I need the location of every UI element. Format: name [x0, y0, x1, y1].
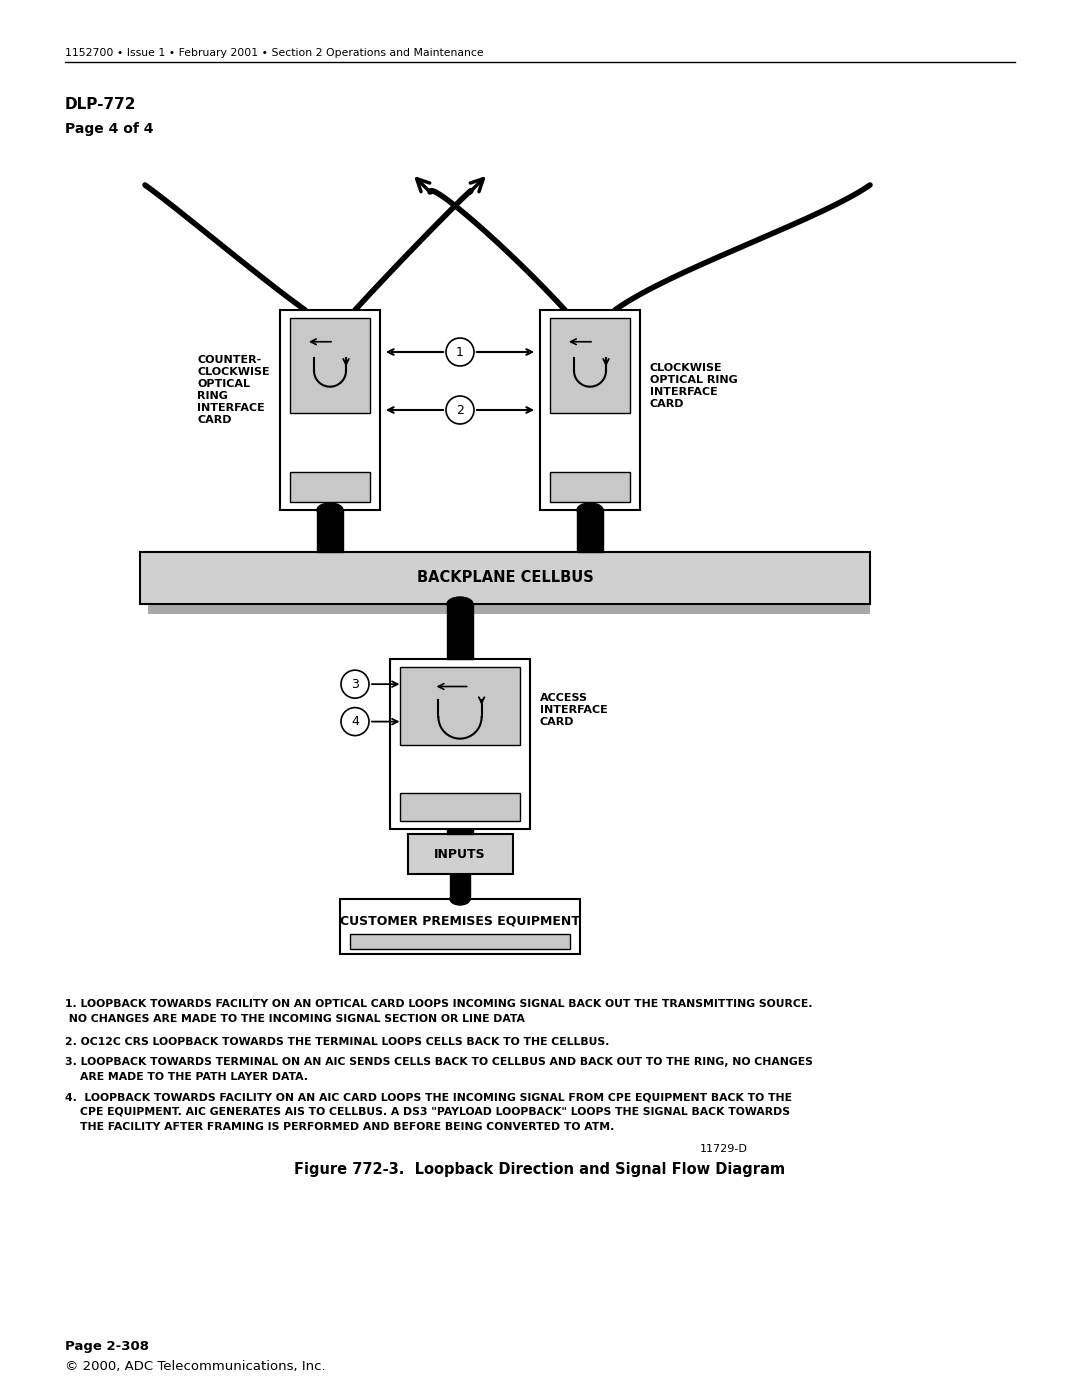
Text: 4.  LOOPBACK TOWARDS FACILITY ON AN AIC CARD LOOPS THE INCOMING SIGNAL FROM CPE : 4. LOOPBACK TOWARDS FACILITY ON AN AIC C… — [65, 1092, 792, 1102]
Bar — [318, 510, 343, 552]
Text: Page 2-308: Page 2-308 — [65, 1340, 149, 1354]
Circle shape — [341, 708, 369, 736]
Text: COUNTER-
CLOCKWISE
OPTICAL
RING
INTERFACE
CARD: COUNTER- CLOCKWISE OPTICAL RING INTERFAC… — [198, 355, 270, 425]
Bar — [400, 666, 519, 745]
Text: Page 4 of 4: Page 4 of 4 — [65, 122, 153, 136]
Bar — [447, 604, 473, 659]
Bar — [577, 510, 603, 552]
Bar — [291, 472, 370, 502]
Bar — [550, 472, 630, 502]
Text: 1. LOOPBACK TOWARDS FACILITY ON AN OPTICAL CARD LOOPS INCOMING SIGNAL BACK OUT T: 1. LOOPBACK TOWARDS FACILITY ON AN OPTIC… — [65, 999, 812, 1009]
Bar — [550, 319, 630, 414]
Bar — [450, 875, 470, 900]
Text: ARE MADE TO THE PATH LAYER DATA.: ARE MADE TO THE PATH LAYER DATA. — [65, 1071, 308, 1083]
Circle shape — [446, 338, 474, 366]
Text: 2: 2 — [456, 404, 464, 416]
Text: 11729-D: 11729-D — [700, 1144, 747, 1154]
Ellipse shape — [447, 597, 473, 610]
Bar — [407, 834, 513, 875]
Text: 3. LOOPBACK TOWARDS TERMINAL ON AN AIC SENDS CELLS BACK TO CELLBUS AND BACK OUT : 3. LOOPBACK TOWARDS TERMINAL ON AN AIC S… — [65, 1058, 813, 1067]
Bar — [390, 659, 530, 828]
Text: THE FACILITY AFTER FRAMING IS PERFORMED AND BEFORE BEING CONVERTED TO ATM.: THE FACILITY AFTER FRAMING IS PERFORMED … — [65, 1122, 615, 1132]
Bar — [280, 310, 380, 510]
Ellipse shape — [318, 503, 343, 517]
Circle shape — [446, 395, 474, 425]
Ellipse shape — [577, 503, 603, 517]
Text: © 2000, ADC Telecommunications, Inc.: © 2000, ADC Telecommunications, Inc. — [65, 1361, 326, 1373]
Circle shape — [341, 671, 369, 698]
Text: DLP-772: DLP-772 — [65, 96, 136, 112]
Text: CPE EQUIPMENT. AIC GENERATES AIS TO CELLBUS. A DS3 "PAYLOAD LOOPBACK" LOOPS THE : CPE EQUIPMENT. AIC GENERATES AIS TO CELL… — [65, 1106, 789, 1118]
Text: NO CHANGES ARE MADE TO THE INCOMING SIGNAL SECTION OR LINE DATA: NO CHANGES ARE MADE TO THE INCOMING SIGN… — [65, 1014, 525, 1024]
Bar — [340, 900, 580, 954]
Bar — [400, 793, 519, 821]
Bar — [148, 604, 870, 615]
Text: BACKPLANE CELLBUS: BACKPLANE CELLBUS — [417, 570, 593, 585]
Text: Figure 772-3.  Loopback Direction and Signal Flow Diagram: Figure 772-3. Loopback Direction and Sig… — [295, 1162, 785, 1178]
Bar — [447, 828, 473, 834]
Text: INPUTS: INPUTS — [434, 848, 486, 861]
Bar — [540, 310, 640, 510]
Text: 1: 1 — [456, 345, 464, 359]
Text: 3: 3 — [351, 678, 359, 690]
Text: 1152700 • Issue 1 • February 2001 • Section 2 Operations and Maintenance: 1152700 • Issue 1 • February 2001 • Sect… — [65, 47, 484, 59]
Text: 2. OC12C CRS LOOPBACK TOWARDS THE TERMINAL LOOPS CELLS BACK TO THE CELLBUS.: 2. OC12C CRS LOOPBACK TOWARDS THE TERMIN… — [65, 1037, 609, 1046]
Text: CUSTOMER PREMISES EQUIPMENT: CUSTOMER PREMISES EQUIPMENT — [340, 915, 580, 928]
Ellipse shape — [450, 893, 470, 905]
Text: 4: 4 — [351, 715, 359, 728]
Text: CLOCKWISE
OPTICAL RING
INTERFACE
CARD: CLOCKWISE OPTICAL RING INTERFACE CARD — [650, 363, 738, 409]
Bar — [350, 935, 570, 949]
Bar — [140, 552, 870, 604]
Bar — [291, 319, 370, 414]
Text: ACCESS
INTERFACE
CARD: ACCESS INTERFACE CARD — [540, 693, 608, 726]
